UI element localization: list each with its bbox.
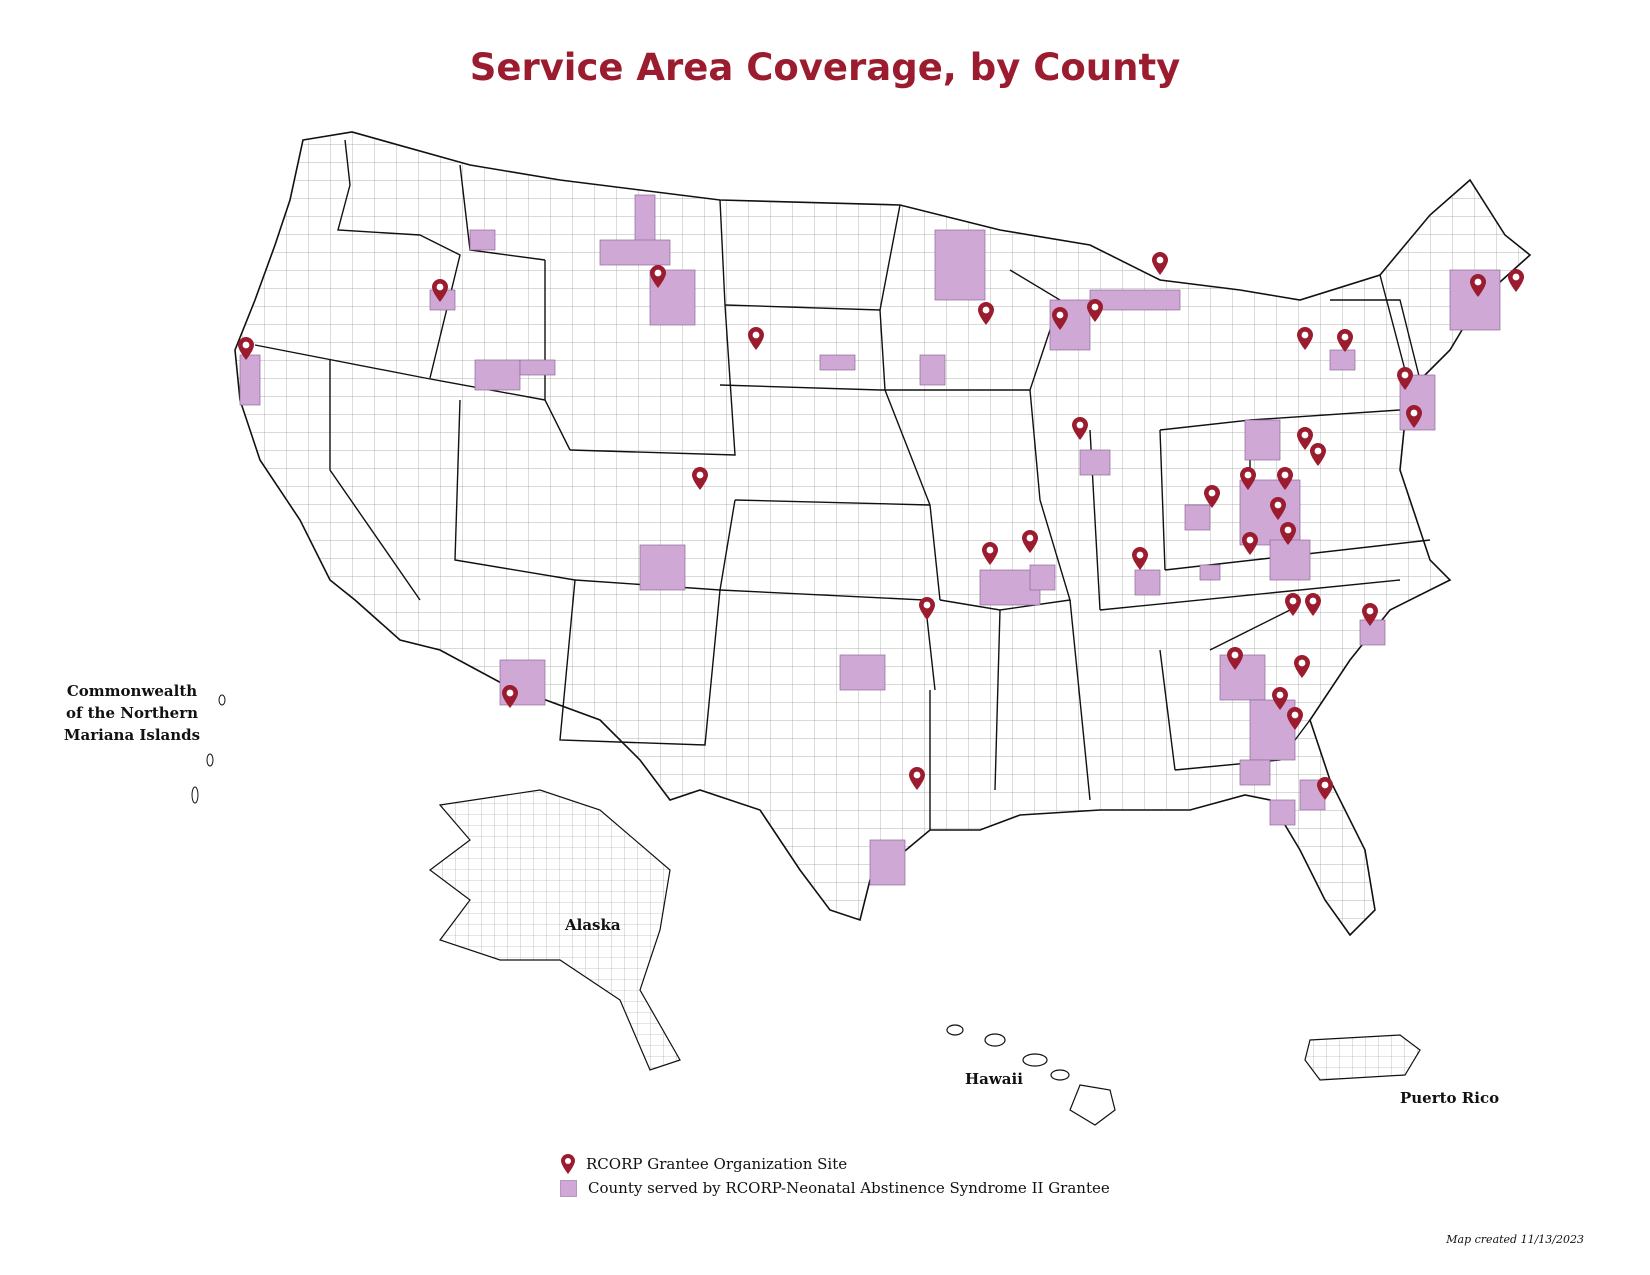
grantee-site-marker[interactable]: [909, 767, 925, 790]
grantee-site-marker[interactable]: [692, 467, 708, 490]
served-county-area: [1359, 619, 1386, 646]
grantee-site-marker[interactable]: [978, 302, 994, 325]
served-county-area: [519, 359, 556, 376]
map-legend: RCORP Grantee Organization Site County s…: [560, 1152, 1110, 1200]
legend-county-label: County served by RCORP-Neonatal Abstinen…: [588, 1179, 1110, 1197]
grantee-site-marker[interactable]: [650, 265, 666, 288]
served-county-area: [1329, 349, 1356, 371]
served-county-area: [469, 229, 496, 251]
served-county-area: [1269, 799, 1296, 826]
served-county-area: [1219, 654, 1266, 701]
grantee-site-marker[interactable]: [1087, 299, 1103, 322]
grantee-site-marker[interactable]: [1406, 405, 1422, 428]
served-county-area: [1049, 299, 1091, 351]
served-county-area: [639, 544, 686, 591]
contiguous-us-outline: [234, 131, 1532, 937]
grantee-site-marker[interactable]: [1072, 417, 1088, 440]
grantee-site-marker[interactable]: [1022, 530, 1038, 553]
served-county-area: [1029, 564, 1056, 591]
served-county-area: [919, 354, 946, 386]
state-borders: [254, 139, 1431, 830]
grantee-site-marker[interactable]: [1052, 307, 1068, 330]
map-pin-icon: [561, 1154, 575, 1174]
grantee-site-marker[interactable]: [1280, 522, 1296, 545]
grantee-site-marker[interactable]: [1285, 593, 1301, 616]
grantee-site-marker[interactable]: [1317, 777, 1333, 800]
grantee-site-marker[interactable]: [1508, 269, 1524, 292]
map-title: Service Area Coverage, by County: [469, 46, 1181, 89]
served-county-area: [474, 359, 521, 391]
served-county-area: [869, 839, 906, 886]
served-county-area: [1244, 419, 1281, 461]
served-county-area: [819, 354, 856, 371]
grantee-site-marker[interactable]: [919, 597, 935, 620]
alaska-shape: [429, 789, 681, 1071]
hawaii-label: Hawaii: [965, 1070, 1023, 1088]
grantee-site-marker[interactable]: [1227, 647, 1243, 670]
grantee-site-marker[interactable]: [1270, 497, 1286, 520]
grantee-site-marker[interactable]: [1242, 532, 1258, 555]
legend-site-label: RCORP Grantee Organization Site: [586, 1155, 848, 1173]
grantee-site-marker[interactable]: [1362, 603, 1378, 626]
grantee-site-marker[interactable]: [1297, 427, 1313, 450]
grantee-site-marker[interactable]: [1132, 547, 1148, 570]
map-created-note: Map created 11/13/2023: [1446, 1233, 1584, 1246]
grantee-site-marker[interactable]: [982, 542, 998, 565]
grantee-site-marker[interactable]: [1152, 252, 1168, 275]
grantee-site-marker[interactable]: [1287, 707, 1303, 730]
served-county-area: [1184, 504, 1211, 531]
grantee-site-marker[interactable]: [1305, 593, 1321, 616]
grantee-site-marker[interactable]: [1297, 327, 1313, 350]
grantee-markers: [238, 252, 1524, 800]
served-county-area: [239, 354, 261, 406]
served-county-area: [1239, 759, 1271, 786]
served-county-area: [934, 229, 986, 301]
grantee-site-marker[interactable]: [502, 685, 518, 708]
served-county-area: [839, 654, 886, 691]
served-county-area: [1079, 449, 1111, 476]
puerto-rico-shape: [1304, 1034, 1421, 1081]
grantee-site-marker[interactable]: [1397, 367, 1413, 390]
legend-site-row: RCORP Grantee Organization Site: [560, 1152, 1110, 1176]
puerto-rico-label: Puerto Rico: [1400, 1089, 1500, 1107]
grantee-site-marker[interactable]: [1310, 443, 1326, 466]
served-county-area: [1199, 564, 1221, 581]
grantee-site-marker[interactable]: [1240, 467, 1256, 490]
served-county-area: [1269, 539, 1311, 581]
alaska-label: Alaska: [565, 916, 621, 934]
grantee-site-marker[interactable]: [1470, 274, 1486, 297]
grantee-site-marker[interactable]: [1277, 467, 1293, 490]
grantee-site-marker[interactable]: [1272, 687, 1288, 710]
served-county-area: [599, 239, 671, 266]
hawaii-islands: [946, 1024, 1116, 1126]
cnmi-label: Commonwealth of the Northern Mariana Isl…: [63, 682, 201, 744]
legend-county-row: County served by RCORP-Neonatal Abstinen…: [560, 1176, 1110, 1200]
grantee-site-marker[interactable]: [238, 337, 254, 360]
served-county-area: [1134, 569, 1161, 596]
legend-county-swatch: [560, 1179, 577, 1197]
mariana-islands: [191, 694, 226, 804]
grantee-site-marker[interactable]: [432, 279, 448, 302]
served-county-area: [1249, 699, 1296, 761]
served-county-area: [1089, 289, 1181, 311]
grantee-site-marker[interactable]: [1294, 655, 1310, 678]
grantee-site-marker[interactable]: [1204, 485, 1220, 508]
grantee-site-marker[interactable]: [748, 327, 764, 350]
grantee-site-marker[interactable]: [1337, 329, 1353, 352]
